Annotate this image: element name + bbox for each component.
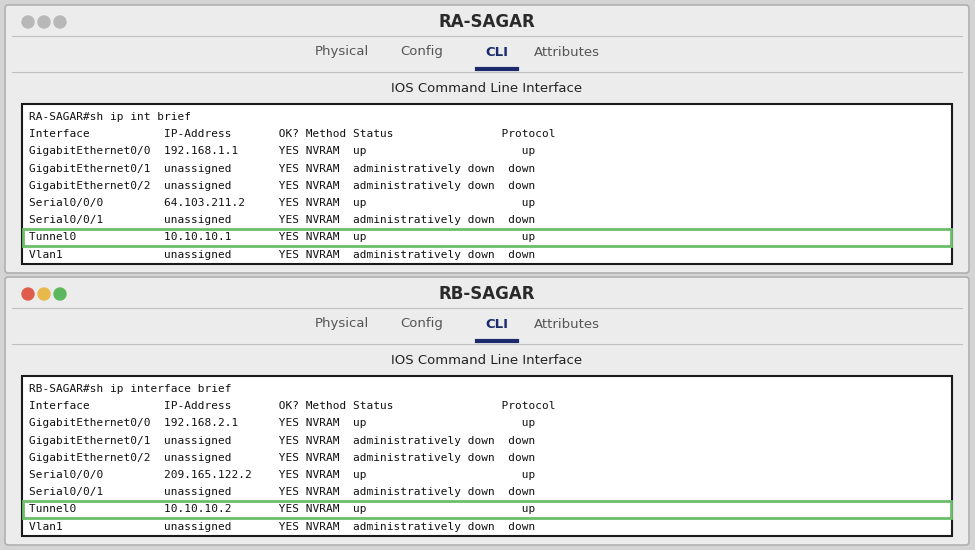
Text: GigabitEthernet0/0  192.168.1.1      YES NVRAM  up                       up: GigabitEthernet0/0 192.168.1.1 YES NVRAM…: [29, 146, 535, 156]
Text: GigabitEthernet0/1  unassigned       YES NVRAM  administratively down  down: GigabitEthernet0/1 unassigned YES NVRAM …: [29, 436, 535, 446]
Circle shape: [38, 288, 50, 300]
Bar: [23, 502, 951, 518]
Text: Tunnel0             10.10.10.2       YES NVRAM  up                       up: Tunnel0 10.10.10.2 YES NVRAM up up: [29, 504, 535, 514]
Text: Vlan1               unassigned       YES NVRAM  administratively down  down: Vlan1 unassigned YES NVRAM administrativ…: [29, 250, 535, 260]
Text: GigabitEthernet0/2  unassigned       YES NVRAM  administratively down  down: GigabitEthernet0/2 unassigned YES NVRAM …: [29, 181, 535, 191]
Text: RB-SAGAR: RB-SAGAR: [439, 285, 535, 303]
Circle shape: [54, 288, 66, 300]
Circle shape: [22, 288, 34, 300]
Text: Interface           IP-Address       OK? Method Status                Protocol: Interface IP-Address OK? Method Status P…: [29, 401, 556, 411]
Text: Attributes: Attributes: [534, 46, 600, 58]
Bar: [22, 104, 952, 264]
Text: GigabitEthernet0/0  192.168.2.1      YES NVRAM  up                       up: GigabitEthernet0/0 192.168.2.1 YES NVRAM…: [29, 419, 535, 428]
Text: Serial0/0/1         unassigned       YES NVRAM  administratively down  down: Serial0/0/1 unassigned YES NVRAM adminis…: [29, 215, 535, 225]
Text: GigabitEthernet0/1  unassigned       YES NVRAM  administratively down  down: GigabitEthernet0/1 unassigned YES NVRAM …: [29, 163, 535, 173]
Text: RA-SAGAR#sh ip int brief: RA-SAGAR#sh ip int brief: [29, 112, 191, 122]
FancyBboxPatch shape: [5, 277, 969, 545]
Bar: [8, 308, 966, 344]
Text: Config: Config: [401, 46, 444, 58]
Bar: [8, 36, 966, 72]
Text: RB-SAGAR#sh ip interface brief: RB-SAGAR#sh ip interface brief: [29, 384, 231, 394]
Text: Tunnel0             10.10.10.1       YES NVRAM  up                       up: Tunnel0 10.10.10.1 YES NVRAM up up: [29, 232, 535, 243]
Bar: [23, 229, 951, 246]
Text: Interface           IP-Address       OK? Method Status                Protocol: Interface IP-Address OK? Method Status P…: [29, 129, 556, 139]
Text: Physical: Physical: [315, 46, 370, 58]
Text: IOS Command Line Interface: IOS Command Line Interface: [391, 354, 583, 366]
Text: Physical: Physical: [315, 317, 370, 331]
Bar: [22, 376, 952, 536]
Circle shape: [38, 16, 50, 28]
Text: RA-SAGAR: RA-SAGAR: [439, 13, 535, 31]
Text: CLI: CLI: [486, 46, 509, 58]
Text: Vlan1               unassigned       YES NVRAM  administratively down  down: Vlan1 unassigned YES NVRAM administrativ…: [29, 521, 535, 531]
Circle shape: [54, 16, 66, 28]
Circle shape: [22, 16, 34, 28]
FancyBboxPatch shape: [5, 5, 969, 273]
Text: Config: Config: [401, 317, 444, 331]
Text: GigabitEthernet0/2  unassigned       YES NVRAM  administratively down  down: GigabitEthernet0/2 unassigned YES NVRAM …: [29, 453, 535, 463]
Text: Serial0/0/1         unassigned       YES NVRAM  administratively down  down: Serial0/0/1 unassigned YES NVRAM adminis…: [29, 487, 535, 497]
Text: Serial0/0/0         64.103.211.2     YES NVRAM  up                       up: Serial0/0/0 64.103.211.2 YES NVRAM up up: [29, 198, 535, 208]
Text: Serial0/0/0         209.165.122.2    YES NVRAM  up                       up: Serial0/0/0 209.165.122.2 YES NVRAM up u…: [29, 470, 535, 480]
Text: Attributes: Attributes: [534, 317, 600, 331]
Text: CLI: CLI: [486, 317, 509, 331]
Text: IOS Command Line Interface: IOS Command Line Interface: [391, 81, 583, 95]
